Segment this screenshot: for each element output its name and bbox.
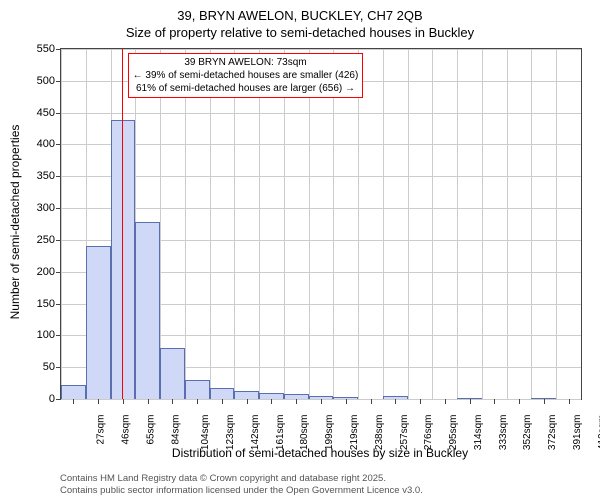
histogram-bar: [185, 380, 210, 399]
gridline: [210, 49, 211, 399]
gridline: [259, 49, 260, 399]
chart-container: 39, BRYN AWELON, BUCKLEY, CH7 2QB Size o…: [0, 0, 600, 500]
gridline: [556, 49, 557, 399]
histogram-bar: [111, 120, 136, 399]
gridline: [358, 49, 359, 399]
xtick-label: 352sqm: [522, 415, 533, 451]
gridline: [383, 49, 384, 399]
gridline: [531, 49, 532, 399]
xtick-label: 372sqm: [547, 415, 558, 451]
xtick-mark: [420, 399, 421, 404]
xtick-mark: [321, 399, 322, 404]
gridline: [234, 49, 235, 399]
gridline: [507, 49, 508, 399]
ytick-label: 100: [25, 329, 55, 341]
xtick-label: 295sqm: [448, 415, 459, 451]
histogram-bar: [234, 391, 259, 399]
ytick-label: 450: [25, 107, 55, 119]
xtick-label: 391sqm: [572, 415, 583, 451]
xtick-label: 65sqm: [145, 415, 156, 445]
xtick-label: 219sqm: [349, 415, 360, 451]
gridline: [333, 49, 334, 399]
xtick-mark: [123, 399, 124, 404]
x-axis-label: Distribution of semi-detached houses by …: [60, 446, 580, 460]
histogram-bar: [135, 222, 160, 399]
gridline: [160, 49, 161, 399]
xtick-label: 104sqm: [201, 415, 212, 451]
ytick-label: 550: [25, 43, 55, 55]
xtick-label: 314sqm: [473, 415, 484, 451]
attribution-line-1: Contains HM Land Registry data © Crown c…: [60, 473, 423, 484]
annotation-line-3: 61% of semi-detached houses are larger (…: [133, 82, 359, 95]
xtick-label: 46sqm: [121, 415, 132, 445]
xtick-mark: [247, 399, 248, 404]
ytick-label: 250: [25, 234, 55, 246]
annotation-line-1: 39 BRYN AWELON: 73sqm: [133, 56, 359, 69]
annotation-box: 39 BRYN AWELON: 73sqm← 39% of semi-detac…: [128, 53, 364, 98]
xtick-label: 142sqm: [250, 415, 261, 451]
histogram-bar: [210, 388, 235, 399]
gridline: [185, 49, 186, 399]
chart-title-1: 39, BRYN AWELON, BUCKLEY, CH7 2QB: [0, 8, 600, 23]
xtick-label: 238sqm: [374, 415, 385, 451]
xtick-label: 199sqm: [324, 415, 335, 451]
xtick-mark: [371, 399, 372, 404]
xtick-mark: [197, 399, 198, 404]
ytick-label: 50: [25, 361, 55, 373]
xtick-mark: [519, 399, 520, 404]
ytick-label: 0: [25, 393, 55, 405]
marker-line: [122, 49, 123, 399]
gridline: [284, 49, 285, 399]
gridline: [457, 49, 458, 399]
xtick-mark: [296, 399, 297, 404]
ytick-label: 300: [25, 202, 55, 214]
xtick-label: 123sqm: [225, 415, 236, 451]
gridline: [408, 49, 409, 399]
xtick-mark: [172, 399, 173, 404]
xtick-mark: [445, 399, 446, 404]
xtick-mark: [98, 399, 99, 404]
ytick-label: 400: [25, 138, 55, 150]
xtick-mark: [544, 399, 545, 404]
xtick-label: 333sqm: [498, 415, 509, 451]
xtick-mark: [569, 399, 570, 404]
xtick-mark: [73, 399, 74, 404]
gridline: [482, 49, 483, 399]
annotation-line-2: ← 39% of semi-detached houses are smalle…: [133, 69, 359, 82]
ytick-label: 350: [25, 170, 55, 182]
ytick-label: 150: [25, 298, 55, 310]
xtick-mark: [271, 399, 272, 404]
xtick-mark: [222, 399, 223, 404]
gridline: [61, 176, 581, 177]
ytick-mark: [56, 399, 61, 400]
histogram-bar: [160, 348, 185, 399]
gridline: [432, 49, 433, 399]
gridline: [61, 208, 581, 209]
xtick-label: 180sqm: [300, 415, 311, 451]
xtick-label: 276sqm: [423, 415, 434, 451]
y-axis-label: Number of semi-detached properties: [8, 112, 22, 332]
ytick-label: 200: [25, 266, 55, 278]
xtick-label: 257sqm: [399, 415, 410, 451]
xtick-mark: [470, 399, 471, 404]
xtick-mark: [346, 399, 347, 404]
xtick-mark: [148, 399, 149, 404]
gridline: [61, 49, 581, 50]
xtick-mark: [494, 399, 495, 404]
xtick-label: 161sqm: [275, 415, 286, 451]
histogram-bar: [61, 385, 86, 399]
xtick-label: 84sqm: [170, 415, 181, 445]
gridline: [309, 49, 310, 399]
attribution-text: Contains HM Land Registry data © Crown c…: [60, 473, 423, 496]
gridline: [61, 144, 581, 145]
gridline: [61, 49, 62, 399]
attribution-line-2: Contains public sector information licen…: [60, 485, 423, 496]
xtick-label: 27sqm: [96, 415, 107, 445]
xtick-mark: [395, 399, 396, 404]
gridline: [61, 113, 581, 114]
ytick-label: 500: [25, 75, 55, 87]
chart-title-2: Size of property relative to semi-detach…: [0, 25, 600, 40]
histogram-bar: [86, 246, 111, 399]
plot-area: 05010015020025030035040045050055027sqm46…: [60, 48, 582, 400]
